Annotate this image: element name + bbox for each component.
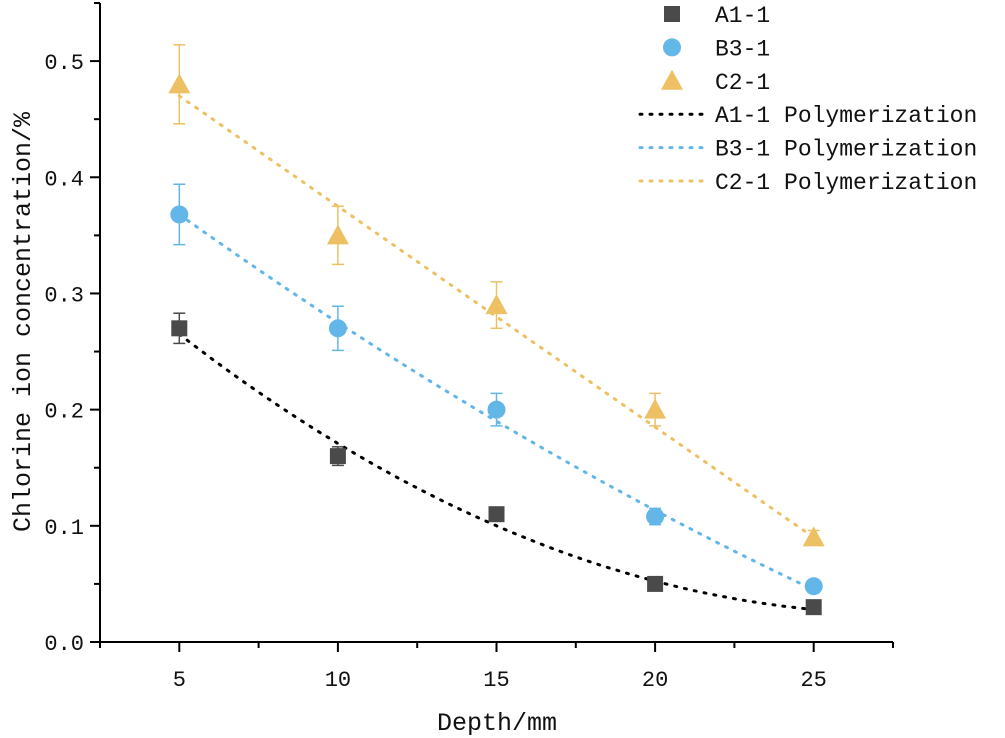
y-tick-label: 0.5: [44, 51, 84, 76]
y-tick-label: 0.1: [44, 516, 84, 541]
data-points: [168, 44, 825, 616]
square-marker: [488, 506, 505, 523]
data-point: [328, 305, 347, 352]
legend-label: A1-1 Polymerization: [715, 103, 977, 129]
triangle-marker: [644, 398, 667, 419]
circle-icon: [663, 38, 681, 57]
data-point: [326, 205, 349, 266]
legend-label: B3-1: [715, 36, 770, 62]
x-tick-label: 25: [800, 668, 826, 693]
x-tick-label: 10: [325, 668, 351, 693]
circle-marker: [328, 319, 347, 338]
legend: A1-1 B3-1 C2-1 A1-1 Polymerization B3-1 Poly…: [638, 3, 977, 196]
triangle-marker: [168, 73, 191, 94]
y-axis-label: Chlorine ion concentration/%: [9, 111, 38, 532]
triangle-icon: [661, 69, 683, 90]
data-point: [644, 392, 667, 427]
triangle-marker: [485, 294, 508, 315]
legend-label: B3-1 Polymerization: [715, 137, 977, 163]
legend-label: A1-1: [715, 3, 770, 29]
circle-marker: [804, 577, 823, 596]
x-tick-label: 20: [642, 668, 668, 693]
square-marker: [647, 575, 664, 592]
x-tick-label: 15: [483, 668, 509, 693]
y-tick-label: 0.3: [44, 283, 84, 308]
x-axis-label: Depth/mm: [437, 709, 557, 738]
y-tick-label: 0.4: [44, 167, 84, 192]
data-point: [646, 507, 665, 526]
circle-marker: [487, 400, 506, 419]
triangle-marker: [802, 526, 825, 547]
square-marker: [171, 320, 188, 337]
fit-line-a1-1: [177, 332, 816, 611]
data-point: [488, 506, 505, 523]
legend-item: A1-1: [664, 3, 770, 29]
data-point: [170, 183, 189, 246]
legend-item: C2-1 Polymerization: [638, 170, 977, 196]
data-point: [487, 392, 506, 427]
fit-line-c2-1: [177, 94, 816, 539]
legend-item: C2-1: [661, 69, 770, 96]
data-point: [805, 599, 822, 616]
data-point: [485, 281, 508, 330]
data-point: [804, 577, 823, 596]
square-icon: [664, 6, 680, 22]
data-point: [168, 44, 191, 125]
legend-item: A1-1 Polymerization: [638, 103, 977, 129]
axes: 5 10 15 20 25 0.0 0.1 0.2 0.3 0.4 0.5: [44, 2, 894, 693]
y-tick-label: 0.2: [44, 400, 84, 425]
data-point: [647, 575, 664, 592]
legend-label: C2-1: [715, 70, 770, 96]
data-point: [171, 312, 188, 345]
triangle-marker: [326, 224, 349, 245]
data-point: [802, 526, 825, 547]
legend-item: B3-1: [663, 36, 770, 62]
y-tick-label: 0.0: [44, 632, 84, 657]
legend-label: C2-1 Polymerization: [715, 170, 977, 196]
circle-marker: [646, 507, 665, 526]
legend-item: B3-1 Polymerization: [638, 137, 977, 163]
square-marker: [329, 448, 346, 465]
data-point: [329, 446, 346, 467]
circle-marker: [170, 205, 189, 224]
square-marker: [805, 599, 822, 616]
x-tick-label: 5: [173, 668, 186, 693]
